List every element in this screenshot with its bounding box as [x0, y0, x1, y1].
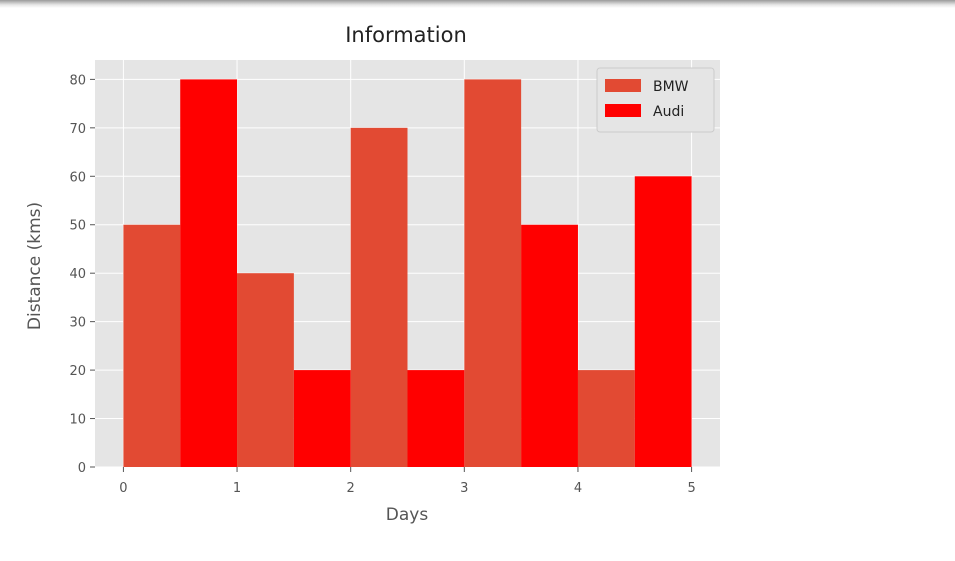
bar-bmw [123, 224, 181, 467]
x-axis-title: Days [386, 505, 429, 525]
x-tick-label: 0 [119, 481, 127, 496]
x-tick-label: 4 [574, 481, 582, 496]
x-tick-label: 5 [687, 481, 695, 496]
bar-bmw [464, 79, 522, 467]
bar-audi [407, 370, 465, 467]
bar-audi [521, 224, 578, 467]
legend-label-audi: Audi [653, 104, 684, 120]
y-tick-label: 80 [69, 73, 86, 88]
y-tick-label: 20 [69, 364, 86, 379]
legend-swatch-audi [605, 104, 641, 117]
x-tick-label: 3 [460, 481, 468, 496]
bar-bmw [577, 370, 635, 467]
y-tick-label: 0 [78, 461, 86, 476]
y-tick-label: 40 [69, 267, 86, 282]
bar-audi [180, 79, 238, 467]
x-tick-label: 1 [233, 481, 241, 496]
y-axis-title: Distance (kms) [25, 202, 45, 330]
window-top-edge [0, 0, 955, 8]
chart-title: Information [345, 23, 467, 47]
legend-label-bmw: BMW [653, 79, 689, 95]
y-tick-label: 30 [69, 316, 86, 331]
bars [123, 79, 692, 468]
bar-bmw [237, 273, 294, 467]
y-tick-label: 60 [69, 170, 86, 185]
bar-audi [293, 370, 351, 467]
legend: BMW Audi [596, 67, 715, 133]
x-axis: 0 1 2 3 4 5 [119, 467, 696, 496]
x-tick-label: 2 [347, 481, 355, 496]
bar-audi [634, 176, 692, 468]
legend-swatch-bmw [605, 79, 641, 92]
y-axis: 0 10 20 30 40 50 60 70 80 [69, 73, 95, 476]
chart-panel: Information 0 1 2 3 4 5 0 10 20 30 40 50 60 70 80 Day… [0, 8, 733, 561]
y-tick-label: 10 [69, 413, 86, 428]
y-tick-label: 50 [69, 219, 86, 234]
legend-box [596, 67, 715, 133]
y-tick-label: 70 [69, 122, 86, 137]
bar-bmw [350, 127, 408, 467]
bar-chart: Information 0 1 2 3 4 5 0 10 20 30 40 50 60 70 80 Day… [25, 23, 720, 525]
